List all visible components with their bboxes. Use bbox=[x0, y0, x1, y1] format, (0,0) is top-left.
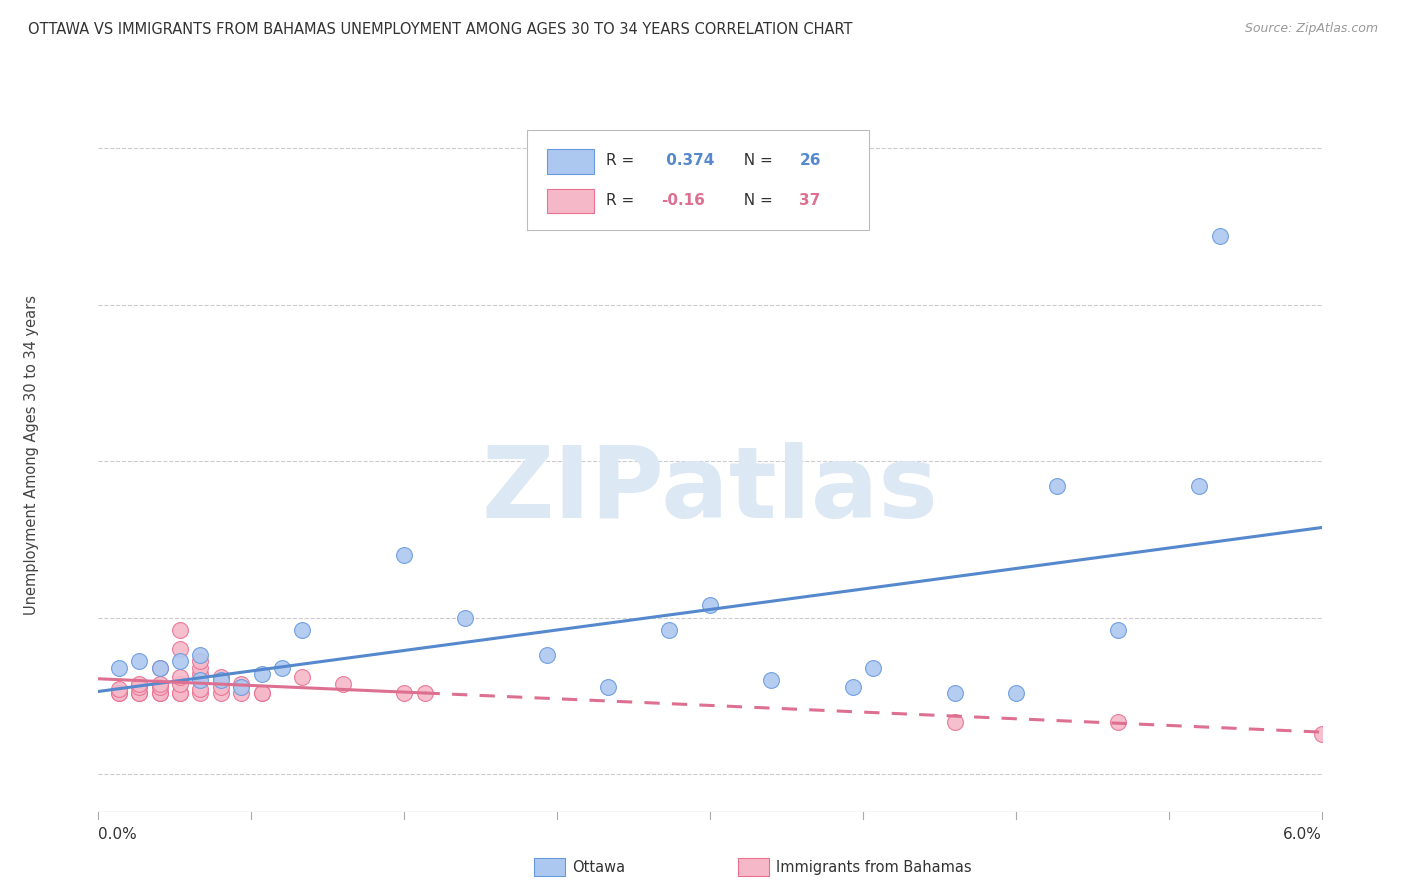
Point bbox=[862, 661, 884, 675]
Point bbox=[658, 623, 681, 637]
Point bbox=[1004, 686, 1026, 700]
Point bbox=[149, 661, 172, 675]
Point bbox=[250, 667, 273, 681]
FancyBboxPatch shape bbox=[547, 150, 593, 174]
Text: 37: 37 bbox=[800, 193, 821, 208]
Point bbox=[1208, 228, 1232, 243]
Point bbox=[149, 680, 172, 694]
Point bbox=[291, 669, 314, 683]
Text: R =: R = bbox=[606, 193, 640, 208]
Point bbox=[1107, 623, 1129, 637]
Text: N =: N = bbox=[734, 193, 778, 208]
Text: OTTAWA VS IMMIGRANTS FROM BAHAMAS UNEMPLOYMENT AMONG AGES 30 TO 34 YEARS CORRELA: OTTAWA VS IMMIGRANTS FROM BAHAMAS UNEMPL… bbox=[28, 22, 852, 37]
Text: 0.374: 0.374 bbox=[661, 153, 714, 169]
Point bbox=[169, 686, 191, 700]
Point bbox=[149, 661, 172, 675]
Point bbox=[392, 686, 416, 700]
Point bbox=[188, 648, 212, 663]
Point bbox=[454, 610, 477, 624]
Text: -0.16: -0.16 bbox=[661, 193, 704, 208]
Point bbox=[188, 655, 212, 669]
Text: Immigrants from Bahamas: Immigrants from Bahamas bbox=[776, 860, 972, 874]
Point bbox=[598, 680, 620, 694]
Point bbox=[231, 680, 253, 694]
Point bbox=[108, 686, 131, 700]
Text: ZIPatlas: ZIPatlas bbox=[482, 442, 938, 539]
Point bbox=[332, 677, 354, 691]
Point bbox=[188, 661, 212, 675]
Point bbox=[231, 677, 253, 691]
Text: 6.0%: 6.0% bbox=[1282, 827, 1322, 842]
Point bbox=[209, 680, 232, 694]
Point bbox=[1107, 714, 1129, 729]
Text: Source: ZipAtlas.com: Source: ZipAtlas.com bbox=[1244, 22, 1378, 36]
Text: N =: N = bbox=[734, 153, 778, 169]
Point bbox=[169, 669, 191, 683]
Point bbox=[209, 669, 232, 683]
Point bbox=[128, 655, 150, 669]
Text: 0.0%: 0.0% bbox=[98, 827, 138, 842]
Point bbox=[149, 686, 172, 700]
Point bbox=[188, 681, 212, 696]
Point bbox=[1045, 479, 1069, 493]
Point bbox=[250, 686, 273, 700]
Point bbox=[128, 680, 150, 694]
Point bbox=[188, 667, 212, 681]
Point bbox=[108, 681, 131, 696]
Point bbox=[188, 686, 212, 700]
Point bbox=[169, 623, 191, 637]
Point bbox=[149, 677, 172, 691]
Point bbox=[209, 686, 232, 700]
Point bbox=[270, 661, 292, 675]
Point bbox=[250, 686, 273, 700]
Point bbox=[108, 686, 131, 700]
Text: 26: 26 bbox=[800, 153, 821, 169]
FancyBboxPatch shape bbox=[526, 130, 869, 230]
Point bbox=[943, 714, 966, 729]
Point bbox=[169, 677, 191, 691]
Point bbox=[128, 686, 150, 700]
Point bbox=[699, 598, 721, 612]
Point bbox=[169, 655, 191, 669]
Point bbox=[231, 686, 253, 700]
Text: R =: R = bbox=[606, 153, 640, 169]
Point bbox=[1310, 727, 1333, 741]
Point bbox=[209, 673, 232, 688]
Point bbox=[188, 673, 212, 688]
Point bbox=[392, 548, 416, 562]
Point bbox=[169, 642, 191, 657]
Point bbox=[149, 686, 172, 700]
Point bbox=[128, 686, 150, 700]
Point bbox=[761, 673, 783, 688]
Point bbox=[108, 661, 131, 675]
Text: Ottawa: Ottawa bbox=[572, 860, 626, 874]
Point bbox=[1188, 479, 1211, 493]
Point bbox=[128, 677, 150, 691]
Point bbox=[413, 686, 436, 700]
Point bbox=[291, 623, 314, 637]
Point bbox=[169, 686, 191, 700]
Text: Unemployment Among Ages 30 to 34 years: Unemployment Among Ages 30 to 34 years bbox=[24, 295, 38, 615]
Point bbox=[536, 648, 558, 663]
Point bbox=[841, 680, 863, 694]
FancyBboxPatch shape bbox=[547, 189, 593, 213]
Point bbox=[943, 686, 966, 700]
